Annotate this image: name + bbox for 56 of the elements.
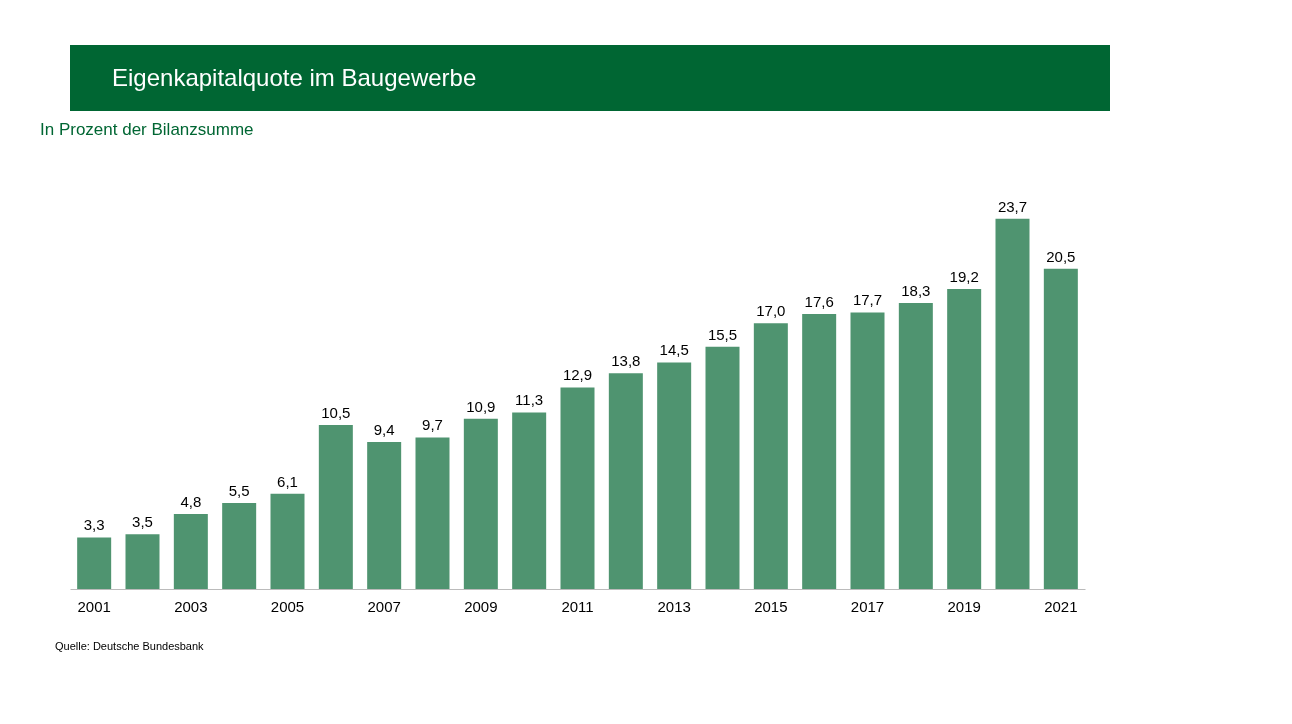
bar: [367, 442, 402, 589]
data-label: 3,5: [132, 513, 153, 531]
bar: [560, 387, 595, 589]
bar: [222, 503, 257, 589]
data-label: 11,3: [515, 391, 544, 409]
data-label: 5,5: [228, 482, 250, 500]
chart-subtitle: In Prozent der Bilanzsumme: [40, 120, 254, 139]
x-tick-label: 2003: [174, 597, 208, 615]
data-label: 17,0: [756, 302, 786, 320]
source-note: Quelle: Deutsche Bundesbank: [55, 640, 205, 652]
data-label: 19,2: [949, 267, 979, 285]
x-tick-label: 2021: [1044, 597, 1078, 615]
data-label: 4,8: [180, 492, 202, 510]
x-tick-label: 2015: [754, 597, 788, 615]
bar: [608, 373, 643, 589]
data-label: 6,1: [277, 472, 298, 490]
data-label: 10,9: [466, 397, 496, 415]
data-label: 9,7: [422, 416, 443, 434]
x-tick-label: 2013: [657, 597, 691, 615]
data-label: 14,5: [659, 341, 689, 359]
bar: [705, 346, 740, 589]
x-tick-label: 2007: [367, 597, 401, 615]
bar: [1043, 268, 1078, 589]
data-label: 10,5: [321, 403, 351, 421]
x-tick-label: 2009: [464, 597, 498, 615]
data-label: 17,7: [852, 291, 883, 309]
bar: [657, 362, 692, 589]
bar: [802, 313, 837, 589]
x-tick-label: 2011: [561, 597, 594, 615]
x-tick-label: 2017: [850, 597, 885, 615]
bar: [947, 288, 982, 589]
bar: [898, 303, 933, 589]
data-label: 9,4: [373, 421, 395, 439]
data-label: 23,7: [997, 197, 1028, 215]
data-label: 13,8: [611, 352, 641, 370]
bar: [995, 218, 1030, 589]
data-label: 20,5: [1046, 247, 1076, 265]
bar: [850, 312, 885, 589]
chart-title: Eigenkapitalquote im Baugewerbe: [112, 64, 477, 91]
bar: [415, 437, 450, 589]
data-label: 3,3: [83, 516, 105, 534]
bar: [173, 513, 208, 589]
bar: [512, 412, 547, 589]
bar: [753, 323, 788, 589]
data-label: 18,3: [901, 282, 931, 300]
data-label: 17,6: [804, 292, 834, 310]
data-label: 15,5: [707, 325, 738, 343]
bar: [77, 537, 112, 589]
bar: [270, 493, 305, 589]
bar: [125, 534, 160, 589]
data-label: 12,9: [562, 366, 593, 384]
bar: [318, 424, 353, 589]
x-tick-label: 2019: [947, 597, 981, 615]
x-tick-label: 2005: [270, 597, 305, 615]
x-tick-label: 2001: [77, 597, 111, 615]
bar: [463, 418, 498, 589]
